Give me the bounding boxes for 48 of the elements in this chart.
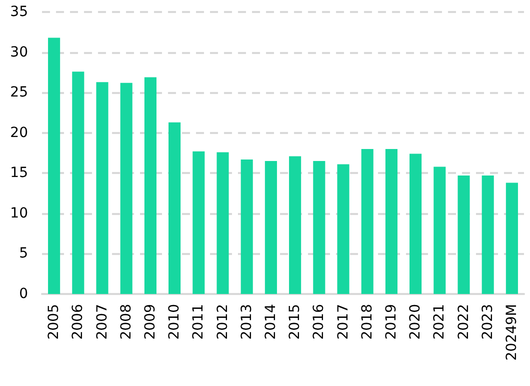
bar [289, 156, 302, 294]
x-tick-label: 2006 [70, 304, 86, 340]
bar [48, 38, 60, 294]
x-tick-label: 2016 [311, 304, 328, 340]
bar [216, 152, 229, 294]
x-tick-label: 2017 [335, 304, 352, 340]
bar [96, 82, 108, 294]
x-tick-label: 2022 [456, 304, 472, 340]
x-tick-label: 20249M [504, 304, 520, 361]
bar [458, 176, 470, 294]
bar [482, 176, 494, 294]
x-tick-label: 2021 [432, 304, 448, 340]
bar [361, 148, 374, 294]
bar [337, 164, 350, 294]
bar [168, 122, 181, 294]
bar [434, 166, 446, 294]
bar [410, 154, 422, 294]
y-tick-label: 25 [10, 84, 28, 101]
x-tick-label: 2008 [118, 304, 134, 340]
y-tick-label: 35 [10, 4, 28, 20]
bar [385, 148, 398, 294]
bar [120, 82, 132, 294]
x-tick-label: 2015 [287, 304, 304, 340]
y-tick-label: 20 [10, 124, 28, 141]
x-tick-label: 2007 [94, 304, 110, 340]
x-tick-label: 2023 [480, 304, 496, 340]
y-tick-label: 15 [10, 165, 28, 182]
x-tick-label: 2005 [46, 304, 62, 340]
x-tick-label: 2019 [383, 304, 400, 340]
x-tick-label: 2010 [166, 304, 183, 340]
y-tick-label: 0 [19, 286, 28, 302]
bar [240, 159, 253, 294]
y-tick-label: 5 [19, 246, 28, 262]
bar [144, 77, 156, 294]
x-tick-label: 2014 [262, 304, 279, 340]
x-tick-label: 2009 [142, 304, 158, 340]
bar [313, 161, 326, 294]
bar [72, 72, 84, 294]
x-tick-label: 2011 [190, 304, 207, 340]
x-tick-label: 2013 [238, 304, 255, 340]
x-tick-label: 2012 [214, 304, 231, 340]
x-tick-label: 2018 [359, 304, 376, 340]
bar [506, 182, 518, 294]
bar [264, 161, 277, 294]
bar [192, 151, 205, 294]
y-tick-label: 30 [10, 44, 28, 60]
x-tick-label: 2020 [408, 304, 424, 340]
y-tick-label: 10 [10, 205, 28, 222]
